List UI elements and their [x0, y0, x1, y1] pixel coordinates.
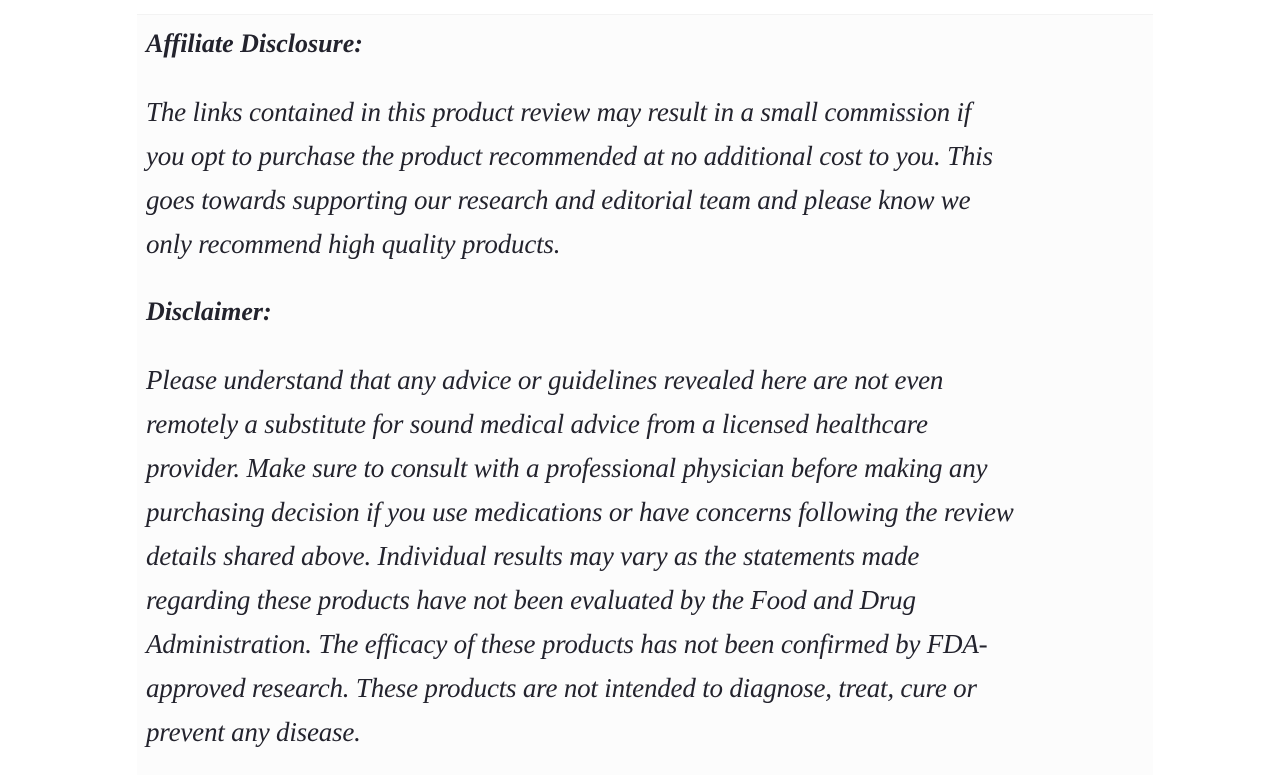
affiliate-disclosure-heading: Affiliate Disclosure: — [146, 29, 363, 58]
disclaimer-text: Please understand that any advice or gui… — [146, 358, 1156, 754]
disclosure-content: Affiliate Disclosure: The links containe… — [146, 22, 1156, 754]
text-line: Administration. The efficacy of these pr… — [146, 629, 988, 659]
text-line: prevent any disease. — [146, 717, 361, 747]
text-line: Please understand that any advice or gui… — [146, 365, 944, 395]
text-line: only recommend high quality products. — [146, 229, 561, 259]
text-line: details shared above. Individual results… — [146, 541, 920, 571]
content-panel — [137, 14, 1153, 775]
text-line: goes towards supporting our research and… — [146, 185, 971, 215]
disclaimer-heading: Disclaimer: — [146, 297, 272, 326]
text-line: provider. Make sure to consult with a pr… — [146, 453, 988, 483]
text-line: remotely a substitute for sound medical … — [146, 409, 928, 439]
text-line: you opt to purchase the product recommen… — [146, 141, 993, 171]
text-line: The links contained in this product revi… — [146, 97, 972, 127]
affiliate-disclosure-text: The links contained in this product revi… — [146, 90, 1156, 266]
text-line: purchasing decision if you use medicatio… — [146, 497, 1014, 527]
text-line: approved research. These products are no… — [146, 673, 977, 703]
text-line: regarding these products have not been e… — [146, 585, 916, 615]
